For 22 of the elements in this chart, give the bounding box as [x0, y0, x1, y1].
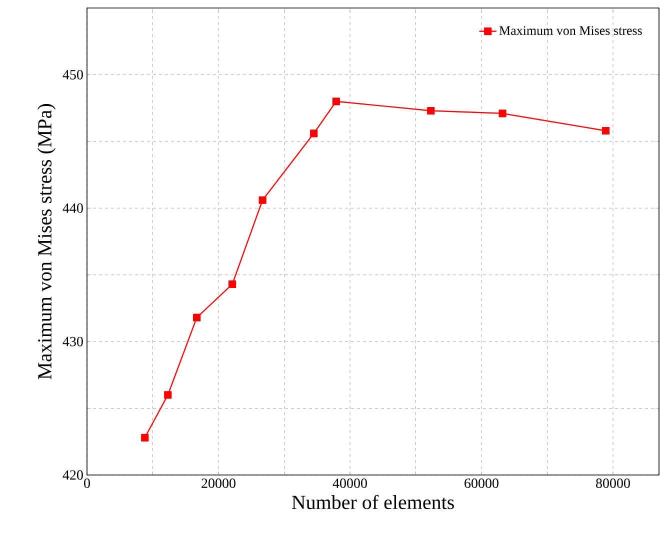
y-tick-label: 430 — [62, 336, 83, 346]
point — [310, 130, 318, 138]
point — [258, 196, 266, 204]
y-tick-label: 440 — [62, 203, 83, 213]
legend-label: Maximum von Mises stress — [499, 26, 642, 35]
x-tick-label: 20000 — [202, 478, 236, 488]
y-tick-label: 420 — [62, 470, 83, 480]
x-tick-label: 80000 — [596, 478, 630, 488]
point — [228, 280, 236, 288]
point — [498, 110, 506, 118]
x-tick-label: 0 — [84, 478, 90, 488]
point — [193, 314, 201, 322]
y-tick-label: 450 — [62, 70, 83, 80]
x-tick-label: 60000 — [464, 478, 498, 488]
y-axis-title: Maximum von Mises stress (MPa) — [37, 104, 56, 380]
x-tick-label: 40000 — [332, 478, 367, 488]
point — [602, 126, 610, 135]
point — [427, 106, 435, 115]
point — [332, 98, 340, 106]
x-axis-title: Number of elements — [292, 494, 454, 510]
point — [141, 434, 149, 442]
point — [164, 391, 172, 399]
